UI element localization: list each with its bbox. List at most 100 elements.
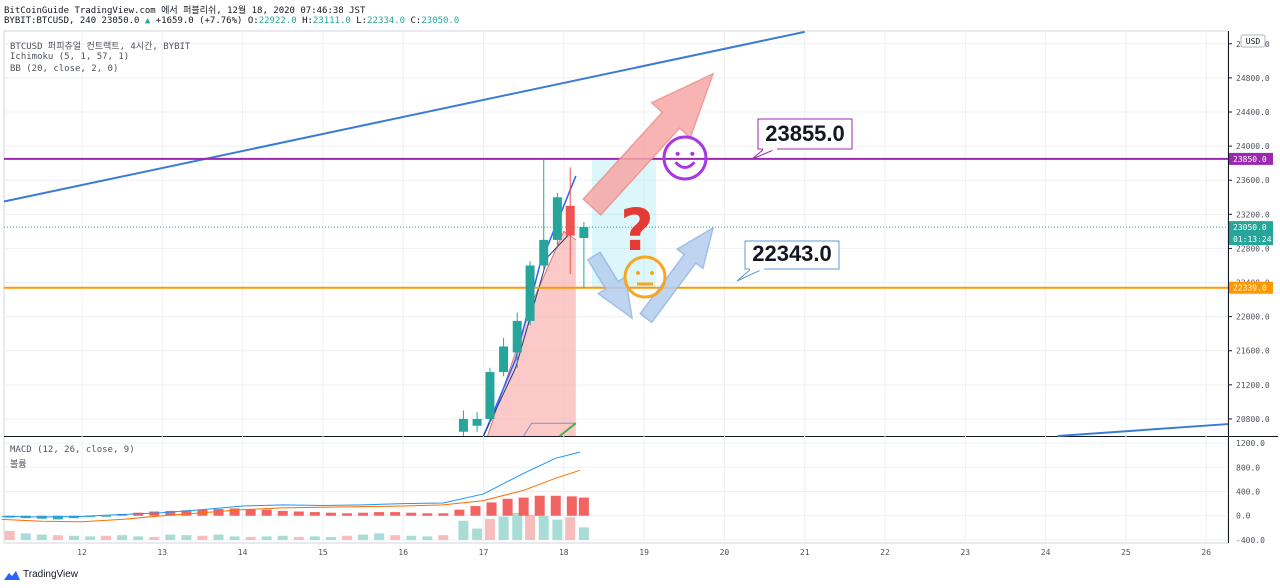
volume-bar xyxy=(85,536,96,540)
face-eye xyxy=(675,151,680,156)
candle-9 xyxy=(579,221,589,289)
volume-bar xyxy=(484,518,495,540)
macd-histogram-bar xyxy=(213,509,224,516)
volume-bar xyxy=(181,535,192,540)
macd-histogram-bar xyxy=(454,509,465,516)
macd-histogram-bar xyxy=(470,506,481,516)
macd-histogram-bar xyxy=(486,502,497,516)
question-mark-icon: ? xyxy=(620,196,654,264)
macd-histogram-bar xyxy=(374,512,385,516)
x-tick-label: 20 xyxy=(720,548,730,557)
y-tick-label: 21600.0 xyxy=(1236,347,1270,356)
arrow-down-blue xyxy=(586,251,634,320)
volume-bar xyxy=(133,536,144,540)
tradingview-logo[interactable]: TradingView xyxy=(4,569,78,580)
volume-bar xyxy=(472,528,483,540)
candle-4 xyxy=(512,312,522,368)
up-triangle-icon: ▲ xyxy=(144,16,151,26)
macd-histogram-bar xyxy=(52,515,63,520)
current-price-label: 23050.0 xyxy=(1233,223,1267,232)
callout-box xyxy=(757,118,853,150)
price-tag-label-1: 22339.0 xyxy=(1233,284,1267,293)
high-value: 23111.0 xyxy=(312,16,351,26)
candle-body xyxy=(539,239,549,266)
macd-histogram-bar xyxy=(229,508,240,516)
macd-histogram-bar xyxy=(325,512,336,516)
y-tick-label: 22800.0 xyxy=(1236,244,1270,253)
volume-bar xyxy=(117,535,128,540)
y-tick-label: 23200.0 xyxy=(1236,210,1270,219)
candle-7 xyxy=(552,193,562,249)
legend-volume[interactable]: 볼륨 xyxy=(10,460,27,470)
low-value: 22334.0 xyxy=(367,16,406,26)
volume-bar xyxy=(101,535,112,540)
volume-bar xyxy=(390,535,401,540)
volume-bar xyxy=(52,535,63,540)
volume-bar xyxy=(245,536,256,540)
callout-text: 23855.0 xyxy=(765,121,845,146)
y-tick-label: 24000.0 xyxy=(1236,142,1270,151)
callout-lower: 22343.0 xyxy=(736,240,840,282)
macd-histogram-bar xyxy=(578,497,589,516)
macd-y-tick-label: 800.0 xyxy=(1236,463,1260,472)
macd-histogram-bar xyxy=(245,509,256,516)
arrow-up-blue xyxy=(639,226,715,324)
volume-bar xyxy=(293,536,304,540)
x-tick-label: 21 xyxy=(800,548,810,557)
published-info: BitCoinGuide TradingView.com 에서 퍼블리쉬, 12… xyxy=(4,6,366,16)
candle-body xyxy=(579,227,589,239)
y-tick-label: 22000.0 xyxy=(1236,313,1270,322)
volume-bar xyxy=(165,534,176,540)
macd-histogram-bar xyxy=(502,498,513,516)
candle-8 xyxy=(565,167,575,274)
x-tick-label: 14 xyxy=(238,548,248,557)
volume-bar xyxy=(213,534,224,540)
legend-bb[interactable]: BB (20, close, 2, 0) xyxy=(10,64,119,74)
candle-body xyxy=(485,372,495,419)
y-tick-label: 24400.0 xyxy=(1236,108,1270,117)
currency-label: USD xyxy=(1246,37,1261,46)
x-tick-label: 26 xyxy=(1201,548,1211,557)
volume-bar xyxy=(458,520,469,540)
candle-1 xyxy=(472,412,482,432)
volume-bar xyxy=(197,535,208,540)
price-tag-1 xyxy=(1229,281,1273,294)
smiley-face-icon xyxy=(662,135,708,181)
candle-body xyxy=(552,197,562,240)
price-tag-0 xyxy=(1229,152,1273,165)
candle-body xyxy=(458,418,468,432)
macd-histogram-bar xyxy=(261,509,272,516)
callout-box xyxy=(744,240,840,270)
tradingview-icon xyxy=(4,570,20,580)
legend-macd[interactable]: MACD (12, 26, close, 9) xyxy=(10,445,135,455)
bb-upper-band xyxy=(482,175,577,437)
face-outline xyxy=(662,135,708,181)
macd-histogram-bar xyxy=(534,495,545,516)
change-value: +1659.0 (+7.76%) xyxy=(155,16,243,26)
green-line xyxy=(559,422,577,437)
legend-title[interactable]: BTCUSD 퍼피츄얼 컨트랙트, 4시간, BYBIT xyxy=(10,42,191,52)
countdown-label: 01:13:24 xyxy=(1233,235,1272,244)
x-tick-label: 19 xyxy=(639,548,649,557)
candle-body xyxy=(499,346,509,373)
callout-joint xyxy=(750,267,764,271)
macd-histogram-bar xyxy=(341,513,352,516)
legend-ichimoku[interactable]: Ichimoku (5, 1, 57, 1) xyxy=(10,52,130,62)
candle-body xyxy=(525,265,535,321)
candle-body xyxy=(512,320,522,353)
macd-histogram-bar xyxy=(518,497,529,516)
logo-text: TradingView xyxy=(23,569,79,580)
x-tick-label: 24 xyxy=(1041,548,1051,557)
candle-3 xyxy=(499,337,509,377)
x-tick-label: 23 xyxy=(960,548,970,557)
volume-bar xyxy=(36,534,47,540)
volume-bar xyxy=(578,527,589,540)
candle-body xyxy=(472,418,482,426)
macd-histogram-bar xyxy=(309,512,320,516)
volume-bar xyxy=(552,519,563,540)
y-tick-label: 20800.0 xyxy=(1236,415,1270,424)
face-eye xyxy=(690,151,695,156)
callout-text: 22343.0 xyxy=(752,241,832,266)
upper-trendline xyxy=(3,30,805,203)
